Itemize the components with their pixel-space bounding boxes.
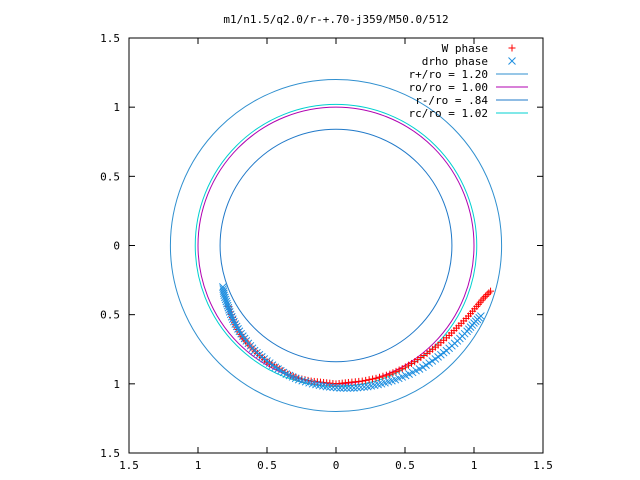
- data-point: [230, 317, 238, 326]
- x-tick-label: 0.5: [395, 459, 415, 472]
- data-point: [358, 377, 366, 385]
- circle-line: [197, 106, 475, 385]
- data-point: [408, 359, 416, 367]
- chart-title: m1/n1.5/q2.0/r-+.70-j359/M50.0/512: [223, 13, 448, 26]
- series-drho-phase: [218, 283, 485, 392]
- data-point: [480, 294, 488, 302]
- circle-line: [169, 79, 503, 412]
- data-point: [225, 305, 233, 314]
- legend-label: r+/ro = 1.20: [409, 68, 488, 81]
- data-point: [295, 374, 303, 382]
- data-point: [232, 322, 241, 331]
- legend-label: drho phase: [422, 55, 488, 68]
- legend-swatch: [508, 57, 516, 65]
- x-tick-label: 0.5: [257, 459, 277, 472]
- axis-ticks: 1.5 1 0.5 0 0.5 1 1.51.510.500.511.5: [100, 32, 553, 472]
- data-point: [226, 310, 235, 319]
- legend-label: r-/ro = .84: [415, 94, 488, 107]
- data-point: [369, 375, 377, 383]
- data-point: [353, 383, 362, 392]
- data-point: [225, 308, 234, 316]
- legend-swatch: [508, 44, 516, 52]
- data-point: [304, 376, 312, 384]
- data-point: [332, 383, 341, 392]
- x-tick-label: 1: [195, 459, 202, 472]
- data-point: [382, 371, 390, 379]
- x-tick-label: 1.5: [119, 459, 139, 472]
- data-point: [346, 384, 355, 392]
- reference-circles: [169, 79, 503, 412]
- y-tick-label: 1: [113, 378, 120, 391]
- y-tick-label: 1.5: [100, 447, 120, 460]
- data-point: [228, 315, 237, 324]
- data-point: [365, 376, 373, 384]
- legend-label: ro/ro = 1.00: [409, 81, 488, 94]
- data-point: [404, 361, 412, 369]
- data-point: [222, 297, 231, 306]
- data-point: [356, 383, 365, 392]
- data-point: [231, 320, 240, 328]
- data-point: [481, 292, 489, 300]
- data-point: [220, 291, 229, 300]
- y-tick-label: 0.5: [100, 309, 120, 322]
- data-point: [325, 383, 334, 391]
- data-point: [372, 374, 380, 382]
- data-point: [336, 384, 344, 392]
- data-point: [392, 367, 400, 375]
- data-point: [379, 372, 387, 380]
- legend-label: rc/ro = 1.02: [409, 107, 488, 120]
- data-point: [362, 376, 370, 384]
- data-point: [395, 366, 403, 374]
- x-tick-label: 1.5: [533, 459, 553, 472]
- data-point: [339, 384, 348, 392]
- data-point: [485, 289, 493, 297]
- x-tick-label: 0: [333, 459, 340, 472]
- data-point: [386, 370, 394, 378]
- data-point: [401, 363, 409, 371]
- x-tick-label: 1: [471, 459, 478, 472]
- data-point: [329, 383, 338, 392]
- y-tick-label: 1: [113, 101, 120, 114]
- circle-line: [219, 128, 453, 363]
- y-tick-label: 0: [113, 240, 120, 253]
- data-point: [477, 312, 485, 320]
- data-point: [398, 365, 406, 373]
- y-tick-label: 0.5: [100, 170, 120, 183]
- data-point: [389, 369, 397, 377]
- y-tick-label: 1.5: [100, 32, 120, 45]
- data-point: [221, 293, 229, 302]
- data-point: [360, 383, 369, 391]
- data-point: [227, 312, 236, 321]
- data-point: [483, 291, 491, 299]
- data-series: [218, 283, 495, 392]
- data-point: [322, 382, 331, 391]
- data-point: [221, 295, 230, 304]
- circle-line: [194, 103, 478, 388]
- data-point: [350, 384, 358, 392]
- data-point: [223, 301, 232, 310]
- data-point: [234, 324, 242, 333]
- data-point: [224, 303, 233, 312]
- legend-label: W phase: [442, 42, 488, 55]
- data-point: [375, 373, 383, 381]
- data-point: [223, 299, 231, 308]
- data-point: [487, 287, 495, 295]
- data-point: [343, 384, 351, 392]
